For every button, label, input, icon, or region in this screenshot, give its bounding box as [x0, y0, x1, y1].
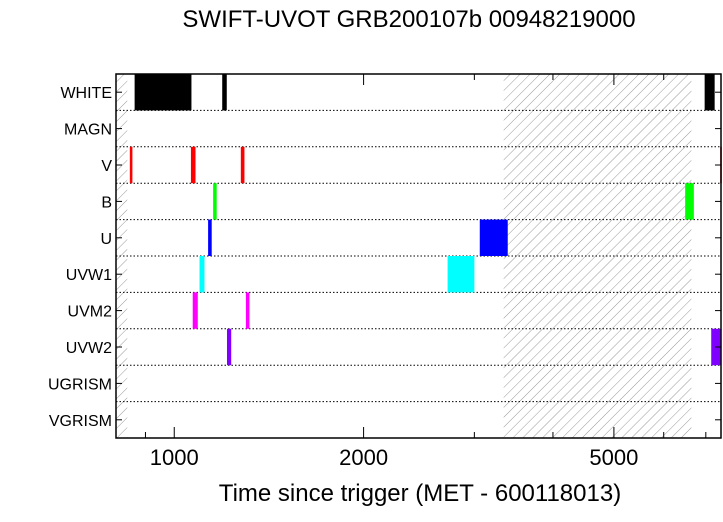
exposure-bar-uvw1: [199, 256, 205, 293]
exposure-bar-uvm2: [245, 292, 250, 329]
hatched-interval: [503, 74, 692, 438]
x-tick-label: 5000: [589, 445, 638, 470]
filter-label-uvw1: UVW1: [66, 267, 112, 284]
hatched-regions: [116, 74, 692, 438]
filter-label-vgrism: VGRISM: [49, 413, 112, 430]
exposure-bar-uvm2: [192, 292, 198, 329]
exposure-bar-u: [208, 219, 212, 256]
filter-label-b: B: [101, 194, 112, 211]
filter-labels: WHITE MAGN V B U UVW1 UVM2 UVW2 UGRISM VGRISM: [48, 85, 721, 430]
exposure-bar-v: [129, 146, 133, 184]
filter-label-uvm2: UVM2: [68, 304, 113, 321]
x-tick-label: 1000: [150, 445, 199, 470]
row-separators: [116, 109, 721, 403]
exposure-bar-uvw1: [447, 256, 475, 293]
filter-label-magn: MAGN: [64, 122, 112, 139]
x-tick-label: 2000: [339, 445, 388, 470]
exposure-bar-v: [190, 146, 196, 184]
filter-label-white: WHITE: [60, 85, 112, 102]
filter-label-ugrism: UGRISM: [48, 376, 112, 393]
filter-label-uvw2: UVW2: [66, 340, 112, 357]
exposure-bar-white: [704, 74, 715, 111]
exposure-bar-b: [685, 183, 694, 220]
filter-label-v: V: [101, 158, 112, 175]
filter-label-u: U: [100, 231, 112, 248]
chart-title: SWIFT-UVOT GRB200107b 00948219000: [182, 6, 635, 33]
x-axis-ticks: 1000 2000 5000: [144, 74, 707, 470]
exposure-bar-u: [479, 219, 508, 256]
exposure-bar-uvw2: [226, 328, 232, 366]
exposure-bar-v: [240, 146, 245, 184]
exposure-bar-white: [134, 74, 192, 111]
exposure-bar-white: [222, 74, 227, 111]
plot-frame: [115, 73, 722, 439]
exposure-bar-b: [213, 183, 217, 220]
hatched-interval: [116, 74, 128, 438]
x-axis-label: Time since trigger (MET - 600118013): [219, 480, 621, 507]
